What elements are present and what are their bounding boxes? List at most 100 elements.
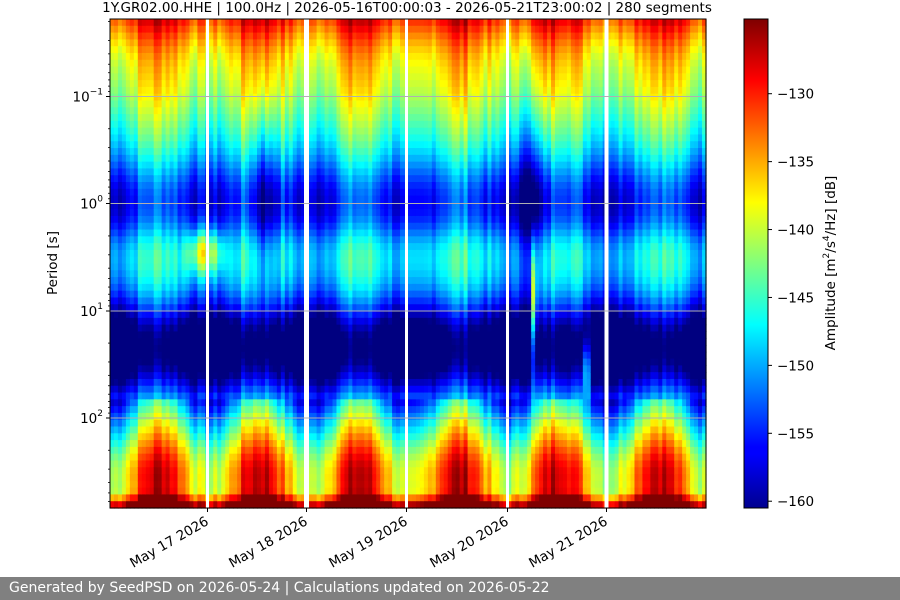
heatmap-cell [201,114,206,122]
heatmap-cell [209,372,214,380]
heatmap-cell [320,93,326,102]
heatmap-cell [260,100,266,108]
heatmap-cell [237,270,242,278]
heatmap-cell [308,32,314,40]
heatmap-cell [340,215,346,224]
heatmap-cell [336,66,342,74]
heatmap-cell [209,385,214,394]
heatmap-cell [217,501,222,509]
heatmap-cell [324,59,330,68]
heatmap-cell [284,249,290,258]
heatmap-cell [133,406,139,414]
heatmap-cell [181,419,187,428]
heatmap-cell [336,93,342,102]
heatmap-cell [110,80,115,88]
heatmap-cell [268,501,274,509]
heatmap-cell [368,440,373,448]
heatmap-cell [197,32,202,40]
heatmap-cell [260,141,266,149]
heatmap-cell [137,460,143,468]
heatmap-cell [316,188,322,197]
heatmap-cell [352,19,357,27]
heatmap-cell [237,73,242,81]
heatmap-cell [280,25,286,34]
heatmap-cell [113,100,119,108]
heatmap-cell [336,446,342,455]
heatmap-cell [145,283,151,292]
heatmap-cell [113,120,119,129]
heatmap-cell [233,114,238,122]
heatmap-cell [324,440,330,448]
heatmap-cell [153,134,159,142]
heatmap-cell [348,311,353,319]
heatmap-cell [213,392,218,400]
heatmap-cell [300,52,306,61]
heatmap-cell [177,480,183,489]
heatmap-cell [348,399,353,407]
heatmap-cell [348,358,353,366]
heatmap-cell [129,345,135,353]
heatmap-cell [161,19,167,27]
heatmap-cell [280,317,286,326]
heatmap-cell [276,141,282,149]
heatmap-cell [233,52,238,61]
heatmap-cell [300,222,306,231]
heatmap-cell [201,52,206,61]
heatmap-cell [249,52,254,61]
heatmap-cell [117,32,123,40]
heatmap-cell [169,182,175,190]
heatmap-cell [296,351,302,360]
heatmap-cell [241,351,246,360]
heatmap-cell [264,270,270,278]
heatmap-cell [360,141,365,149]
heatmap-cell [344,243,349,251]
heatmap-cell [320,182,326,190]
heatmap-cell [268,426,274,434]
heatmap-cell [129,365,135,373]
heatmap-cell [320,317,326,326]
heatmap-cell [237,25,242,34]
heatmap-cell [356,209,361,217]
heatmap-cell [193,358,199,366]
heatmap-cell [237,399,242,407]
heatmap-cell [201,249,206,258]
heatmap-cell [344,426,349,434]
heatmap-cell [165,19,171,27]
heatmap-cell [213,243,218,251]
heatmap-cell [201,39,206,47]
heatmap-cell [185,59,191,68]
heatmap-cell [348,440,353,448]
heatmap-cell [141,148,147,156]
heatmap-cell [125,426,131,434]
heatmap-cell [312,236,318,244]
heatmap-cell [300,148,306,156]
heatmap-cell [141,141,147,149]
heatmap-cell [133,283,139,292]
heatmap-cell [185,66,191,74]
heatmap-cell [213,86,218,95]
heatmap-cell [241,52,246,61]
heatmap-cell [253,39,258,47]
heatmap-cell [185,222,191,231]
heatmap-cell [276,209,282,217]
heatmap-cell [324,32,330,40]
heatmap-cell [173,290,179,299]
heatmap-cell [125,399,131,407]
heatmap-cell [356,229,361,237]
heatmap-cell [141,59,147,68]
heatmap-cell [233,345,238,353]
heatmap-cell [117,39,123,47]
heatmap-cell [133,446,139,455]
heatmap-cell [372,419,377,428]
heatmap-cell [141,188,147,197]
heatmap-cell [229,215,234,224]
heatmap-cell [213,467,218,475]
heatmap-cell [332,412,338,421]
heatmap-cell [336,25,342,34]
heatmap-cell [292,487,298,496]
heatmap-cell [177,243,183,251]
heatmap-cell [157,154,163,163]
heatmap-cell [332,392,338,400]
heatmap-cell [368,419,373,428]
heatmap-cell [113,399,119,407]
